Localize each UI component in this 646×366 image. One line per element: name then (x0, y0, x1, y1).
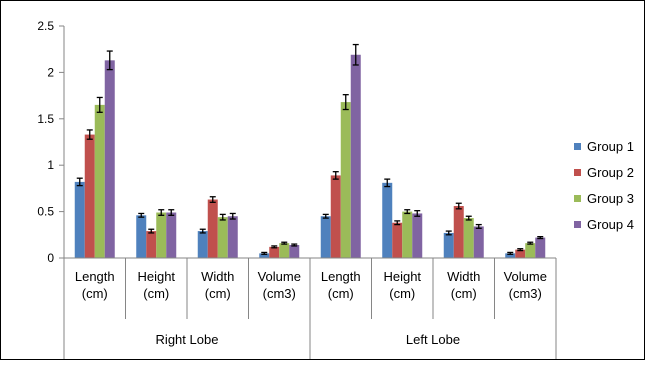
bar-group-3-5 (402, 211, 413, 258)
x-category-label: Length (321, 269, 361, 284)
bar-group-2-5 (392, 222, 403, 258)
bar-group-1-3 (259, 253, 270, 258)
legend-label: Group 3 (587, 191, 634, 206)
bar-group-3-7 (525, 243, 536, 258)
x-category-label: Width (201, 269, 234, 284)
x-category-label: Width (447, 269, 480, 284)
x-category-label: (cm) (389, 286, 415, 301)
labels-layer: 0 0.5 1 1.5 2 2.5 Length (cm) Height (cm) Width (cm… (37, 19, 547, 347)
bar-group-1-0 (74, 181, 85, 258)
x-category-label: (cm) (205, 286, 231, 301)
bar-group-1-6 (443, 232, 454, 258)
legend-swatch (574, 143, 581, 150)
bar-group-4-0 (104, 60, 115, 258)
x-group-label: Right Lobe (156, 332, 219, 347)
bar-group-2-7 (515, 249, 526, 258)
bar-group-4-1 (166, 212, 177, 258)
legend-label: Group 2 (587, 165, 634, 180)
y-tick-label: 2.5 (37, 19, 54, 33)
bar-group-3-1 (156, 212, 167, 258)
bar-group-4-2 (227, 216, 238, 258)
bar-group-2-3 (269, 246, 280, 258)
bar-group-2-4 (330, 175, 341, 258)
bar-group-4-3 (289, 245, 300, 258)
x-category-label: (cm) (143, 286, 169, 301)
legend-swatch (574, 221, 581, 228)
y-tick-label: 2 (47, 65, 54, 79)
bar-group-3-0 (94, 104, 105, 258)
bar-group-2-2 (207, 199, 218, 258)
x-category-label: Height (137, 269, 175, 284)
y-tick-label: 1 (47, 158, 54, 172)
bar-group-3-3 (279, 243, 290, 258)
bar-group-4-7 (535, 237, 546, 258)
x-category-label: (cm) (328, 286, 354, 301)
bar-group-1-1 (136, 215, 147, 258)
bar-group-2-6 (453, 206, 464, 258)
y-tick-label: 0.5 (37, 205, 54, 219)
legend-label: Group 4 (587, 217, 634, 232)
x-category-label: (cm3) (509, 286, 542, 301)
bar-group-1-2 (197, 231, 208, 258)
bar-group-2-0 (84, 134, 95, 258)
x-category-label: Volume (504, 269, 547, 284)
x-category-label: Length (75, 269, 115, 284)
y-tick-label: 1.5 (37, 112, 54, 126)
legend-label: Group 1 (587, 139, 634, 154)
bar-group-3-2 (217, 217, 228, 258)
x-category-label: Volume (258, 269, 301, 284)
axes-layer (59, 25, 557, 359)
bar-group-4-6 (473, 226, 484, 258)
x-category-label: (cm) (451, 286, 477, 301)
bar-group-2-1 (146, 231, 157, 258)
bar-group-4-4 (350, 54, 361, 258)
x-group-label: Left Lobe (406, 332, 460, 347)
bar-group-1-7 (505, 253, 516, 258)
legend-swatch (574, 195, 581, 202)
bars-layer (74, 43, 546, 258)
x-category-label: Height (383, 269, 421, 284)
x-category-label: (cm3) (263, 286, 296, 301)
x-category-label: (cm) (82, 286, 108, 301)
bar-group-3-4 (340, 102, 351, 258)
bar-group-1-5 (382, 182, 393, 258)
bar-group-4-5 (412, 213, 423, 258)
legend: Group 1 Group 2 Group 3 Group 4 (574, 139, 634, 232)
legend-swatch (574, 169, 581, 176)
bar-group-3-6 (463, 218, 474, 258)
y-tick-label: 0 (47, 251, 54, 265)
bar-group-1-4 (320, 216, 331, 258)
